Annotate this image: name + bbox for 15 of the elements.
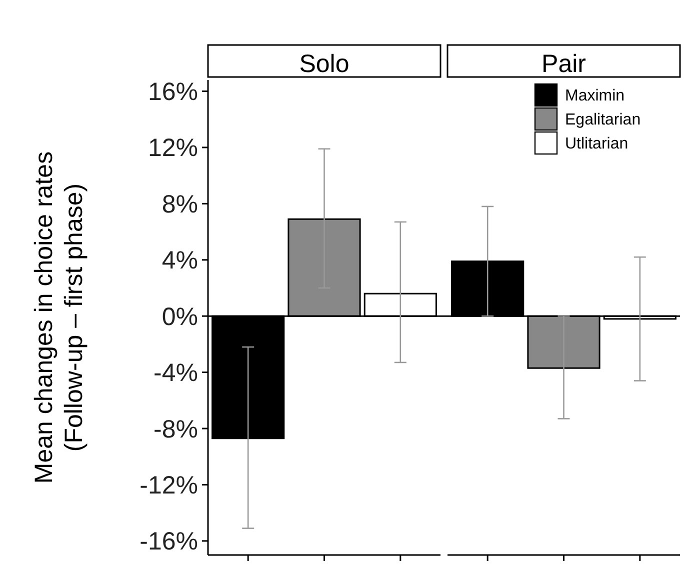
y-tick-label: 12% xyxy=(148,134,198,162)
legend-label: Maximin xyxy=(565,88,625,105)
x-tick-label: Pair xyxy=(542,50,586,78)
y-tick-label: -16% xyxy=(140,528,198,556)
y-tick-label: -8% xyxy=(154,415,198,444)
y-tick-label: -12% xyxy=(140,471,198,500)
y-tick-label: 4% xyxy=(162,246,198,275)
y-tick-label: 0% xyxy=(162,302,198,331)
y-tick-label: -4% xyxy=(154,359,198,388)
legend-label: Utlitarian xyxy=(565,136,628,153)
legend-label: Egalitarian xyxy=(565,112,641,129)
x-tick-label: Solo xyxy=(299,50,350,78)
y-tick-label: 16% xyxy=(148,78,198,106)
y-tick-label: 8% xyxy=(162,190,198,218)
y-axis-title: Mean changes in choice rates (Follow-up – first phase) xyxy=(30,151,88,484)
